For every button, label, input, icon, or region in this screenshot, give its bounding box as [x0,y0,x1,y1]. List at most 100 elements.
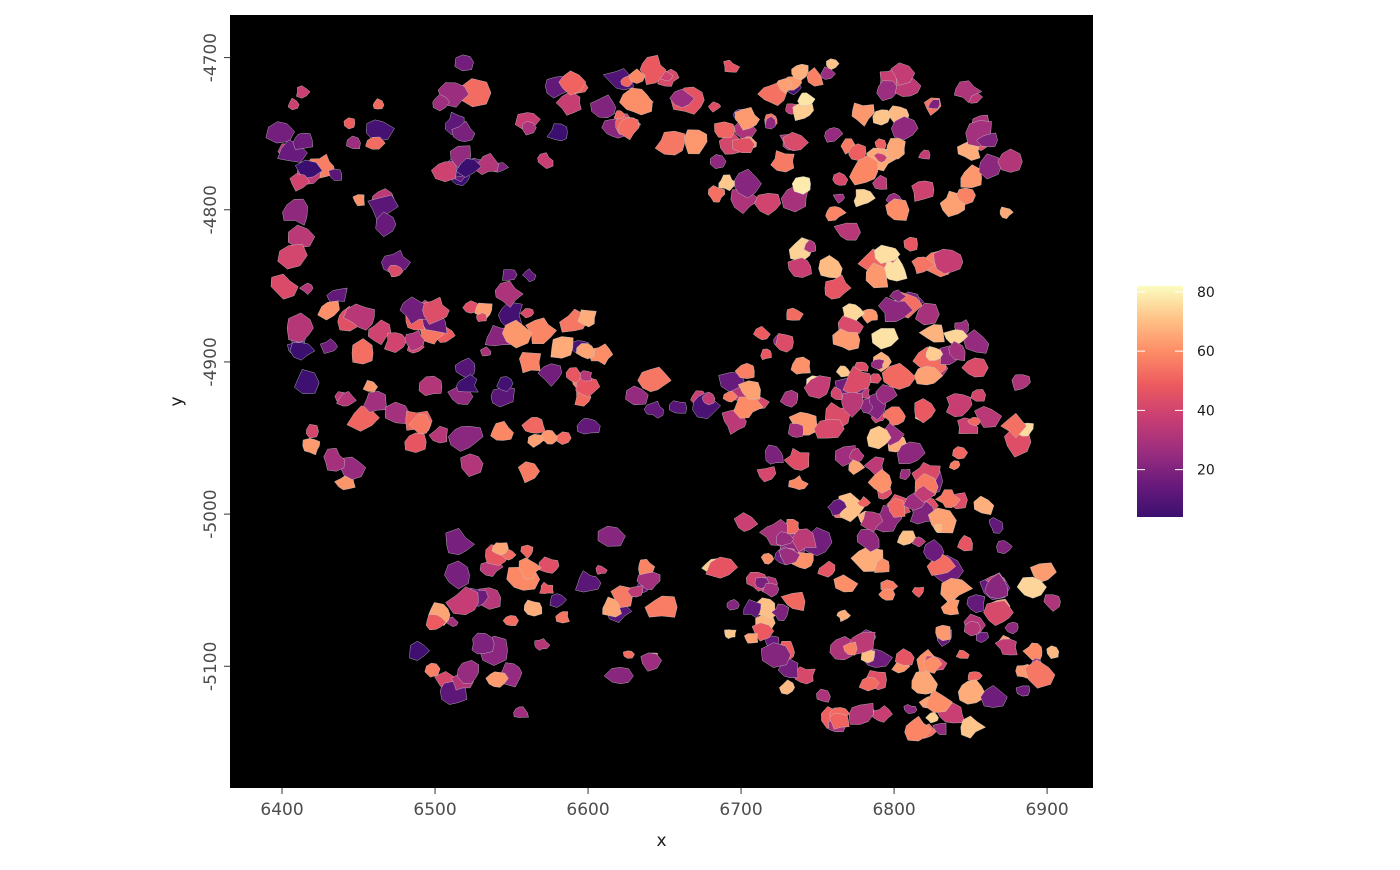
cell-382 [824,274,852,300]
cell-495 [843,641,858,656]
cell-163 [602,596,622,618]
cell-251 [832,193,845,204]
cell-162 [610,585,633,608]
cell-280 [873,152,888,163]
x-axis: 6400 6500 6600 6700 6800 6900 [260,788,1069,820]
cell-450 [858,676,880,692]
cell-112 [460,453,484,477]
cell-403 [816,688,831,703]
cell-105 [502,269,518,281]
cell-353 [788,475,809,490]
cell-385 [803,375,831,399]
cell-128 [537,363,562,387]
cell-130 [476,312,487,322]
cell-259 [757,82,787,107]
cell-234 [709,154,727,169]
cell-406 [896,530,917,546]
cell-289 [848,143,867,161]
cell-240 [718,174,739,192]
cell-85 [519,308,534,319]
cell-376 [915,302,940,326]
cell-375 [899,469,911,481]
cell-202 [628,68,646,84]
cell-407 [932,722,947,735]
cell-76 [365,136,386,150]
cell-313 [882,406,906,427]
cell-51 [387,264,404,278]
cell-290 [891,116,919,141]
cell-431 [957,679,985,705]
cell-129 [550,336,574,359]
cell-357 [734,362,755,379]
cell-430 [860,511,884,533]
cell-509 [743,633,759,644]
cell-204 [707,101,722,113]
cell-170 [456,660,480,684]
cell-469 [923,539,945,563]
cell-483 [743,599,762,619]
cell-266 [911,180,935,202]
cell-250 [885,198,910,221]
cell-176 [491,542,509,556]
cell-282 [833,222,861,241]
cell-31 [287,97,300,111]
cell-454 [925,689,954,713]
cell-160 [513,706,529,718]
cell-345 [737,380,761,400]
cell-388 [786,307,804,321]
cell-81 [384,401,410,425]
cell-245 [797,92,816,106]
cell-100 [496,376,514,392]
cell-463 [911,586,924,598]
cell-427 [940,598,960,616]
cell-253 [927,99,940,109]
legend-label-80: 80 [1197,285,1215,301]
cell-488 [1015,685,1031,697]
cell-380 [948,340,966,361]
cell-30 [432,94,450,112]
cell-63 [363,390,388,413]
cell-499 [1004,621,1019,635]
cell-283 [782,131,809,152]
cell-110 [494,280,524,308]
cell-399 [925,711,939,724]
cell-47 [328,168,342,181]
y-tick-label--5100: -5100 [201,642,221,691]
cell-177 [485,671,509,688]
cell-267 [787,257,812,278]
cell-78 [525,317,558,345]
cell-331 [849,447,865,463]
cell-379 [760,348,772,361]
cell-303 [961,357,989,378]
cell-472 [874,557,890,573]
cell-442 [833,574,859,593]
cell-201 [639,54,667,85]
cell-292 [874,244,901,264]
cell-268 [770,150,795,173]
cell-230 [832,172,849,186]
x-tick-label-6800: 6800 [872,800,915,820]
cell-123 [480,346,492,357]
cell-358 [914,398,936,424]
cell-422 [760,552,775,565]
cell-157 [523,599,543,617]
cell-153 [636,571,661,590]
cell-263 [999,206,1014,220]
cell-69 [298,282,314,295]
cell-329 [779,389,799,408]
cell-512 [770,603,790,621]
cell-19 [451,120,476,142]
cell-212 [669,400,687,414]
cell-67 [375,211,397,238]
cell-156 [409,640,431,661]
cell-288 [824,127,844,143]
cell-236 [933,248,964,274]
cell-505 [762,583,780,598]
cell-304 [835,365,851,378]
x-tick-label-6700: 6700 [719,800,762,820]
cell-274 [956,187,976,205]
x-axis-title: x [656,831,666,851]
cell-248 [803,239,817,253]
cell-106 [502,319,533,349]
